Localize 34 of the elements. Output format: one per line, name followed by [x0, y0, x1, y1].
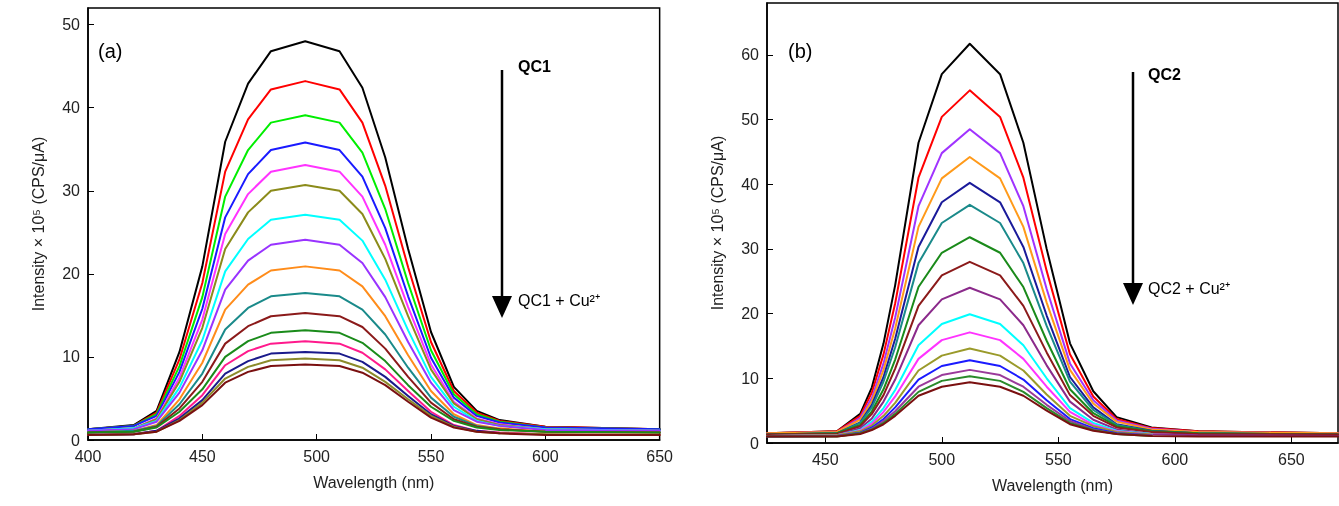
- annotation: (a): [98, 40, 123, 62]
- y-tick-label: 40: [62, 99, 81, 117]
- annotation: QC2: [1148, 65, 1181, 83]
- annotation: QC2 + Cu²⁺: [1148, 279, 1230, 297]
- x-tick-label: 500: [928, 450, 956, 468]
- x-tick-label: 650: [646, 447, 674, 465]
- y-tick-label: 20: [741, 305, 760, 323]
- annotation: (b): [788, 40, 813, 62]
- x-tick-label: 600: [1161, 450, 1189, 468]
- y-tick-label: 50: [741, 110, 760, 128]
- x-axis-title: Wavelength (nm): [991, 476, 1114, 494]
- y-tick-label: 0: [750, 434, 760, 452]
- y-tick-label: 20: [62, 265, 81, 283]
- x-tick-label: 550: [1044, 450, 1072, 468]
- y-tick-label: 30: [741, 240, 760, 258]
- y-tick-label: 40: [741, 175, 760, 193]
- x-tick-label: 500: [303, 447, 331, 465]
- x-tick-label: 650: [1278, 450, 1305, 468]
- x-tick-label: 450: [188, 447, 216, 465]
- y-tick-label: 0: [71, 431, 81, 449]
- y-axis-title: Intensity × 10⁵ (CPS/μA): [29, 136, 47, 312]
- annotation: QC1 + Cu²⁺: [518, 291, 600, 309]
- x-tick-label: 450: [811, 450, 839, 468]
- x-tick-label: 400: [74, 447, 102, 465]
- y-tick-label: 10: [62, 348, 81, 366]
- y-tick-label: 10: [741, 369, 760, 387]
- y-axis-title: Intensity × 10⁵ (CPS/μA): [708, 135, 726, 311]
- x-tick-label: 550: [417, 447, 445, 465]
- x-tick-label: 600: [531, 447, 559, 465]
- x-axis-title: Wavelength (nm): [313, 473, 435, 491]
- y-tick-label: 60: [741, 46, 760, 64]
- annotation: QC1: [518, 57, 551, 75]
- y-tick-label: 30: [62, 182, 81, 200]
- y-tick-label: 50: [62, 16, 81, 34]
